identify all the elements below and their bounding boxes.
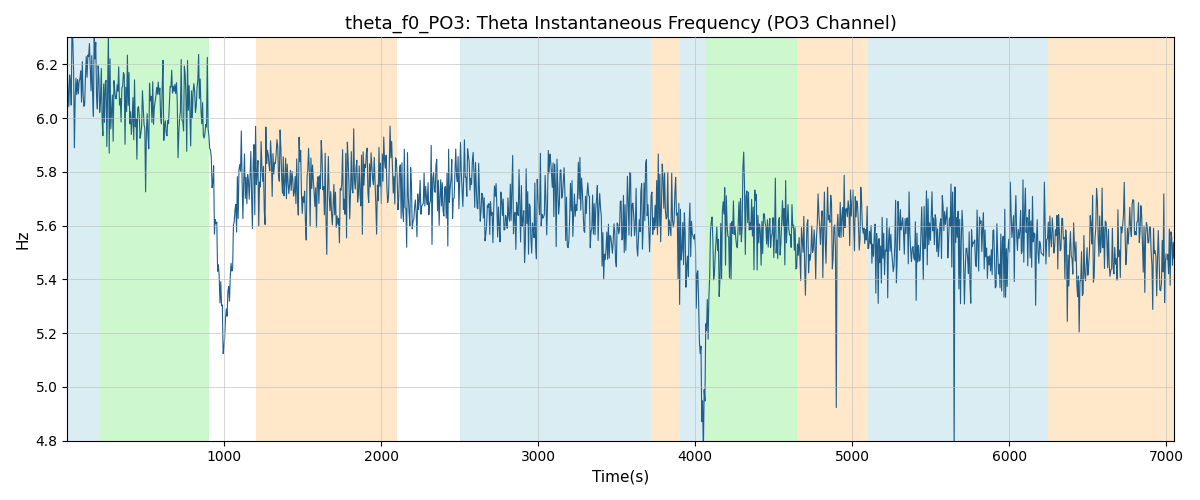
- Title: theta_f0_PO3: Theta Instantaneous Frequency (PO3 Channel): theta_f0_PO3: Theta Instantaneous Freque…: [344, 15, 896, 34]
- Bar: [67, 38, 101, 440]
- Bar: [652, 38, 679, 440]
- Bar: [797, 38, 868, 440]
- Bar: [679, 38, 704, 440]
- Bar: [101, 38, 209, 440]
- Bar: [460, 38, 652, 440]
- Bar: [256, 38, 397, 440]
- Bar: [1049, 38, 1174, 440]
- X-axis label: Time(s): Time(s): [592, 470, 649, 485]
- Bar: [704, 38, 797, 440]
- Y-axis label: Hz: Hz: [16, 230, 30, 249]
- Bar: [868, 38, 1049, 440]
